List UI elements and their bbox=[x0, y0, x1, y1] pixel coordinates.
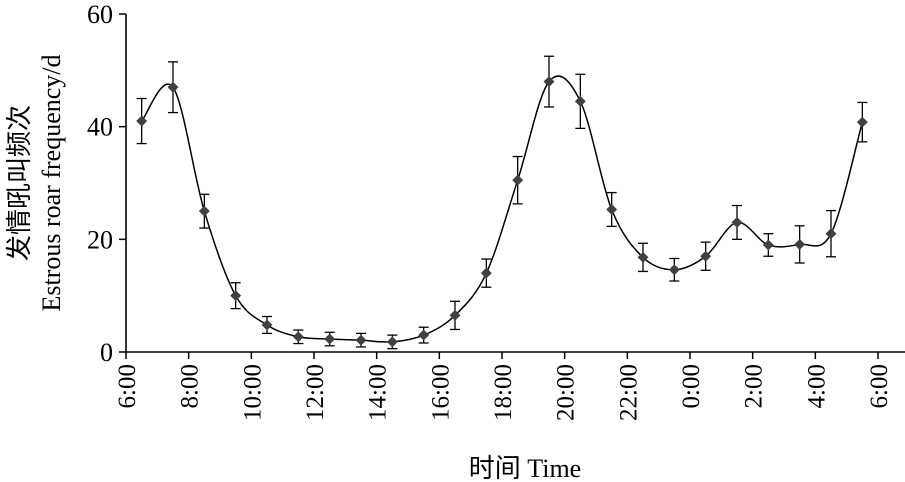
x-tick-label: 8:00 bbox=[177, 364, 204, 408]
x-tick-label: 2:00 bbox=[741, 364, 768, 408]
x-tick-label: 18:00 bbox=[490, 364, 517, 421]
data-point-marker bbox=[230, 290, 242, 302]
data-point-marker bbox=[418, 329, 430, 341]
data-point-marker bbox=[355, 334, 367, 346]
y-ticks: 0 20 40 60 bbox=[87, 0, 126, 367]
y-axis-label-chinese: 发情吼叫频次 bbox=[5, 105, 34, 261]
data-point-marker bbox=[480, 267, 492, 279]
x-tick-label: 6:00 bbox=[114, 364, 141, 408]
series-group bbox=[136, 55, 868, 350]
y-tick-label: 60 bbox=[87, 0, 113, 29]
x-ticks: 6:00 8:00 10:00 12:00 14:00 16:00 18:00 20:00 22… bbox=[114, 352, 893, 421]
data-point-marker bbox=[198, 205, 210, 217]
x-tick-label: 10:00 bbox=[239, 364, 266, 421]
data-point-marker bbox=[449, 309, 461, 321]
data-point-marker bbox=[668, 264, 680, 276]
x-axis-label: 时间 Time bbox=[469, 454, 581, 482]
data-point-marker bbox=[856, 116, 868, 128]
data-point-marker bbox=[292, 331, 304, 343]
data-point-marker bbox=[762, 239, 774, 251]
y-tick-label: 20 bbox=[87, 225, 113, 254]
x-tick-label: 22:00 bbox=[615, 364, 642, 421]
data-point-marker bbox=[637, 251, 649, 263]
data-point-marker bbox=[731, 216, 743, 228]
series-line bbox=[141, 75, 864, 343]
x-tick-label: 4:00 bbox=[803, 364, 830, 408]
x-tick-label: 6:00 bbox=[866, 364, 893, 408]
data-point-marker bbox=[574, 95, 586, 107]
data-point-marker bbox=[512, 174, 524, 186]
data-point-marker bbox=[543, 76, 555, 88]
data-point-marker bbox=[700, 250, 712, 262]
x-tick-label: 16:00 bbox=[427, 364, 454, 421]
data-point-marker bbox=[136, 115, 148, 127]
y-tick-label: 0 bbox=[100, 338, 113, 367]
data-point-marker bbox=[324, 333, 336, 345]
x-tick-label: 20:00 bbox=[553, 364, 580, 421]
y-axis-label-english: Estrous roar frequency/d bbox=[37, 54, 66, 311]
y-tick-label: 40 bbox=[87, 113, 113, 142]
data-point-marker bbox=[606, 203, 618, 216]
data-point-marker bbox=[261, 319, 273, 331]
x-tick-label: 14:00 bbox=[365, 364, 392, 421]
data-point-marker bbox=[794, 238, 806, 250]
data-point-marker bbox=[167, 81, 179, 93]
axes bbox=[125, 14, 905, 353]
x-tick-label: 0:00 bbox=[678, 364, 705, 408]
data-point-marker bbox=[825, 228, 837, 240]
x-tick-label: 12:00 bbox=[302, 364, 329, 421]
y-axis-label: 发情吼叫频次 Estrous roar frequency/d bbox=[5, 54, 66, 311]
data-point-marker bbox=[386, 336, 398, 348]
